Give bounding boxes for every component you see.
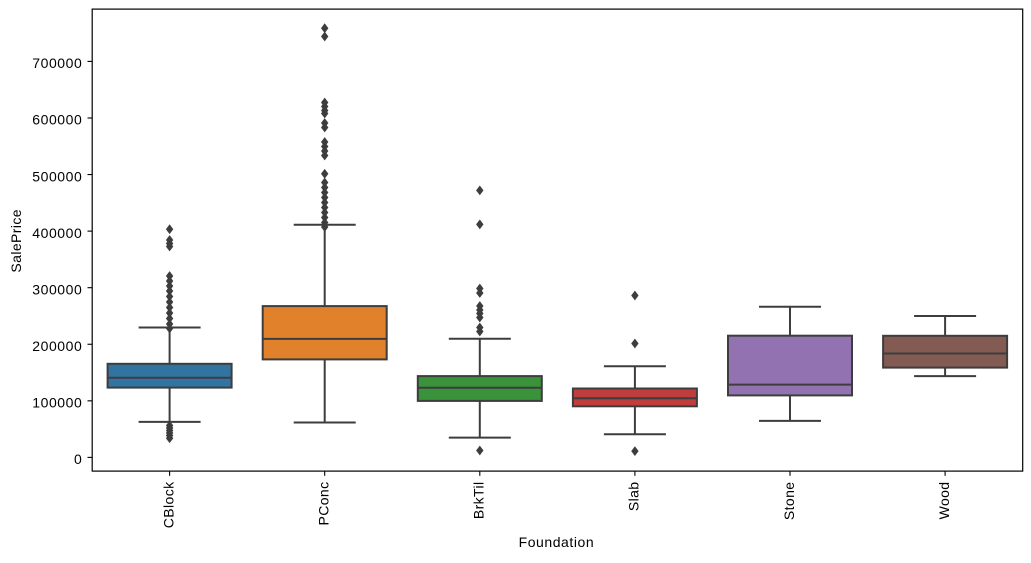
svg-text:BrkTil: BrkTil: [471, 482, 487, 520]
svg-text:CBlock: CBlock: [160, 481, 176, 528]
svg-text:600000: 600000: [32, 112, 82, 128]
svg-text:PConc: PConc: [316, 482, 332, 526]
svg-text:0: 0: [74, 451, 82, 467]
svg-text:100000: 100000: [32, 395, 82, 411]
svg-text:Foundation: Foundation: [519, 534, 595, 550]
svg-text:Slab: Slab: [626, 482, 642, 512]
svg-text:500000: 500000: [32, 168, 82, 184]
svg-text:Stone: Stone: [781, 482, 797, 521]
svg-text:SalePrice: SalePrice: [8, 209, 24, 273]
svg-text:200000: 200000: [32, 338, 82, 354]
svg-text:700000: 700000: [32, 55, 82, 71]
svg-text:400000: 400000: [32, 225, 82, 241]
svg-text:300000: 300000: [32, 281, 82, 297]
svg-text:Wood: Wood: [936, 482, 952, 520]
